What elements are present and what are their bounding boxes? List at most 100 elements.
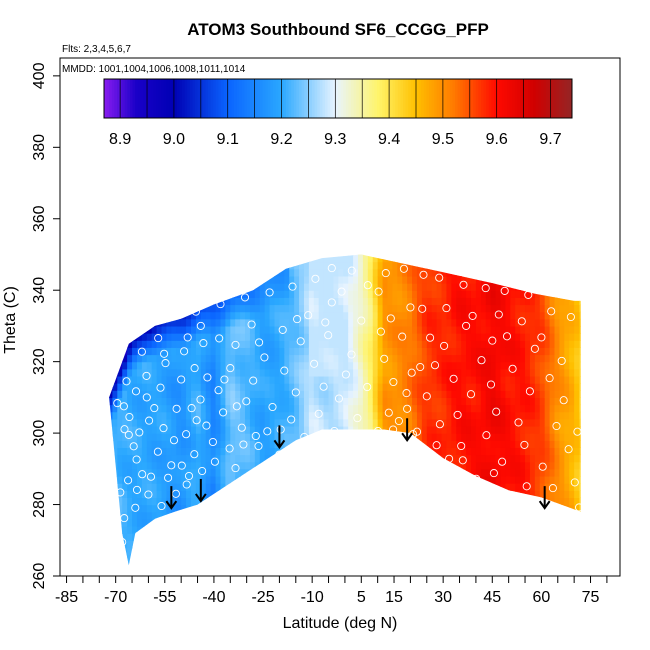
heatmap-cell: [171, 554, 177, 563]
heatmap-cell: [559, 418, 565, 427]
heatmap-cell: [426, 518, 433, 527]
heatmap-cell: [181, 475, 187, 484]
heatmap-cell: [466, 411, 472, 420]
heatmap-cell: [171, 569, 177, 577]
heatmap-cell: [127, 418, 133, 427]
heatmap-cell: [397, 511, 403, 520]
heatmap-cell: [475, 440, 482, 448]
heatmap-cell: [426, 254, 433, 263]
heatmap-cell: [112, 525, 118, 534]
heatmap-cell: [103, 433, 109, 441]
heatmap-cell: [353, 268, 359, 277]
heatmap-cell: [402, 554, 408, 563]
heatmap-cell: [559, 397, 565, 406]
heatmap-cell: [416, 397, 423, 406]
heatmap-cell: [426, 354, 433, 363]
heatmap-cell: [358, 390, 364, 398]
heatmap-cell: [466, 569, 472, 577]
heatmap-cell: [584, 440, 590, 448]
heatmap-cell: [525, 490, 531, 498]
heatmap-cell: [245, 540, 251, 549]
heatmap-cell: [485, 254, 492, 263]
heatmap-cell: [470, 254, 477, 263]
heatmap-cell: [387, 504, 393, 513]
heatmap-cell: [525, 290, 531, 298]
heatmap-cell: [195, 504, 202, 513]
heatmap-cell: [294, 497, 300, 506]
heatmap-cell: [190, 511, 197, 520]
heatmap-cell: [299, 425, 305, 434]
heatmap-cell: [353, 261, 359, 270]
heatmap-cell: [205, 390, 212, 398]
heatmap-cell: [338, 540, 344, 549]
heatmap-cell: [220, 354, 226, 363]
heatmap-cell: [235, 354, 241, 363]
heatmap-cell: [166, 554, 172, 563]
heatmap-cell: [284, 475, 290, 484]
heatmap-cell: [534, 340, 541, 348]
heatmap-cell: [156, 275, 163, 284]
heatmap-cell: [544, 533, 551, 541]
heatmap-cell: [279, 404, 285, 413]
heatmap-cell: [387, 425, 393, 434]
heatmap-cell: [274, 461, 281, 470]
heatmap-cell: [574, 318, 580, 327]
heatmap-cell: [470, 483, 477, 491]
heatmap-cell: [323, 254, 330, 256]
heatmap-cell: [220, 561, 226, 566]
heatmap-cell: [318, 254, 325, 263]
heatmap-cell: [166, 375, 172, 384]
heatmap-cell: [362, 254, 369, 256]
heatmap-cell: [109, 454, 113, 463]
heatmap-cell: [136, 261, 143, 270]
heatmap-cell: [299, 261, 305, 270]
heatmap-cell: [225, 383, 231, 391]
heatmap-cell: [328, 411, 335, 420]
heatmap-cell: [579, 461, 581, 470]
heatmap-cell: [303, 411, 310, 420]
heatmap-cell: [549, 254, 556, 263]
heatmap-cell: [303, 311, 310, 320]
colorbar-segment: [405, 79, 409, 118]
heatmap-cell: [559, 283, 565, 291]
heatmap-cell: [529, 454, 536, 463]
heatmap-cell: [259, 468, 266, 477]
heatmap-cell: [348, 297, 354, 306]
heatmap-cell: [426, 525, 433, 534]
heatmap-cell: [505, 483, 511, 491]
heatmap-cell: [260, 569, 266, 577]
heatmap-cell: [441, 325, 448, 334]
heatmap-cell: [279, 468, 285, 477]
heatmap-cell: [362, 404, 369, 413]
heatmap-cell: [544, 547, 551, 556]
heatmap-cell: [426, 554, 433, 563]
heatmap-cell: [584, 555, 590, 563]
heatmap-cell: [109, 440, 113, 448]
heatmap-cell: [343, 340, 349, 348]
heatmap-cell: [505, 397, 511, 406]
heatmap-cell: [407, 468, 413, 477]
heatmap-cell: [146, 297, 153, 306]
heatmap-cell: [245, 254, 251, 256]
heatmap-cell: [431, 368, 438, 377]
heatmap-cell: [397, 275, 403, 284]
heatmap-cell: [362, 490, 369, 498]
colorbar-segment: [455, 79, 459, 118]
heatmap-cell: [254, 490, 261, 498]
heatmap-cell: [529, 518, 536, 527]
sample-point: [203, 373, 212, 382]
heatmap-cell: [109, 533, 113, 541]
heatmap-cell: [264, 533, 271, 541]
heatmap-cell: [112, 411, 118, 420]
heatmap-cell: [279, 490, 285, 498]
heatmap-cell: [328, 483, 335, 491]
sample-point: [472, 474, 481, 483]
colorbar-segment: [361, 79, 365, 118]
heatmap-cell: [485, 283, 492, 291]
heatmap-cell: [353, 554, 359, 563]
heatmap-cell: [387, 361, 393, 370]
heatmap-cell: [451, 433, 457, 441]
heatmap-cell: [431, 361, 438, 370]
heatmap-cell: [333, 375, 339, 384]
heatmap-cell: [313, 504, 320, 513]
